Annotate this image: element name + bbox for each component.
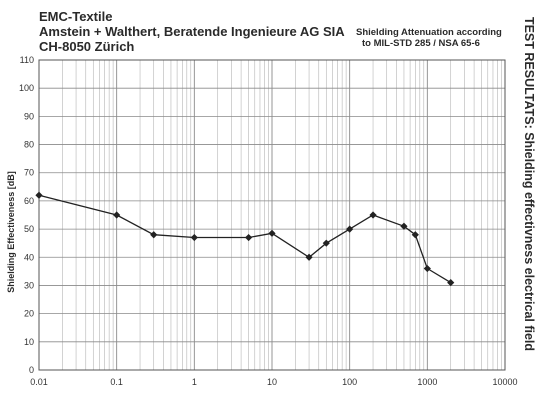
x-tick-label: 1000: [417, 377, 437, 387]
y-axis-label: Shielding Effectiveness [dB]: [6, 171, 16, 293]
y-tick-label: 50: [24, 224, 34, 234]
y-tick-label: 40: [24, 252, 34, 262]
y-tick-label: 80: [24, 140, 34, 150]
company-name: EMC-Textile: [39, 9, 113, 24]
data-point: [35, 191, 43, 199]
data-point: [305, 253, 313, 261]
x-tick-label: 0.01: [30, 377, 48, 387]
x-tick-label: 10000: [492, 377, 517, 387]
y-tick-label: 0: [29, 365, 34, 375]
chart-grid: [38, 59, 505, 371]
x-tick-label: 10: [267, 377, 277, 387]
data-point: [245, 233, 253, 242]
y-tick-label: 90: [24, 111, 34, 121]
standard-line-1: Shielding Attenuation according: [356, 27, 502, 38]
data-point: [447, 279, 455, 287]
data-point: [411, 231, 419, 239]
company-subtitle: Amstein + Walthert, Beratende Ingenieure…: [39, 24, 345, 39]
plot-frame: [38, 59, 506, 371]
y-tick-label: 100: [19, 83, 34, 93]
x-tick-label: 0.1: [110, 377, 123, 387]
data-point: [346, 225, 354, 233]
y-tick-label: 20: [24, 309, 34, 319]
data-point: [190, 233, 198, 242]
company-location: CH-8050 Zürich: [39, 39, 135, 54]
data-point: [423, 264, 431, 273]
x-tick-label: 1: [192, 377, 197, 387]
data-point: [268, 229, 276, 237]
data-point: [369, 211, 377, 219]
standard-line-2: to MIL-STD 285 / NSA 65-6: [362, 38, 480, 49]
y-tick-label: 10: [24, 337, 34, 347]
chart-axes: [38, 59, 506, 371]
y-tick-label: 70: [24, 168, 34, 178]
data-point: [322, 239, 330, 247]
data-point: [400, 222, 408, 230]
y-tick-label: 110: [20, 55, 34, 65]
data-point: [113, 211, 121, 219]
x-tick-label: 100: [342, 377, 357, 387]
data-point: [150, 231, 158, 239]
y-tick-label: 30: [24, 280, 34, 290]
series-line: [38, 194, 452, 284]
y-tick-label: 60: [24, 196, 34, 206]
chart-series: [35, 191, 455, 287]
